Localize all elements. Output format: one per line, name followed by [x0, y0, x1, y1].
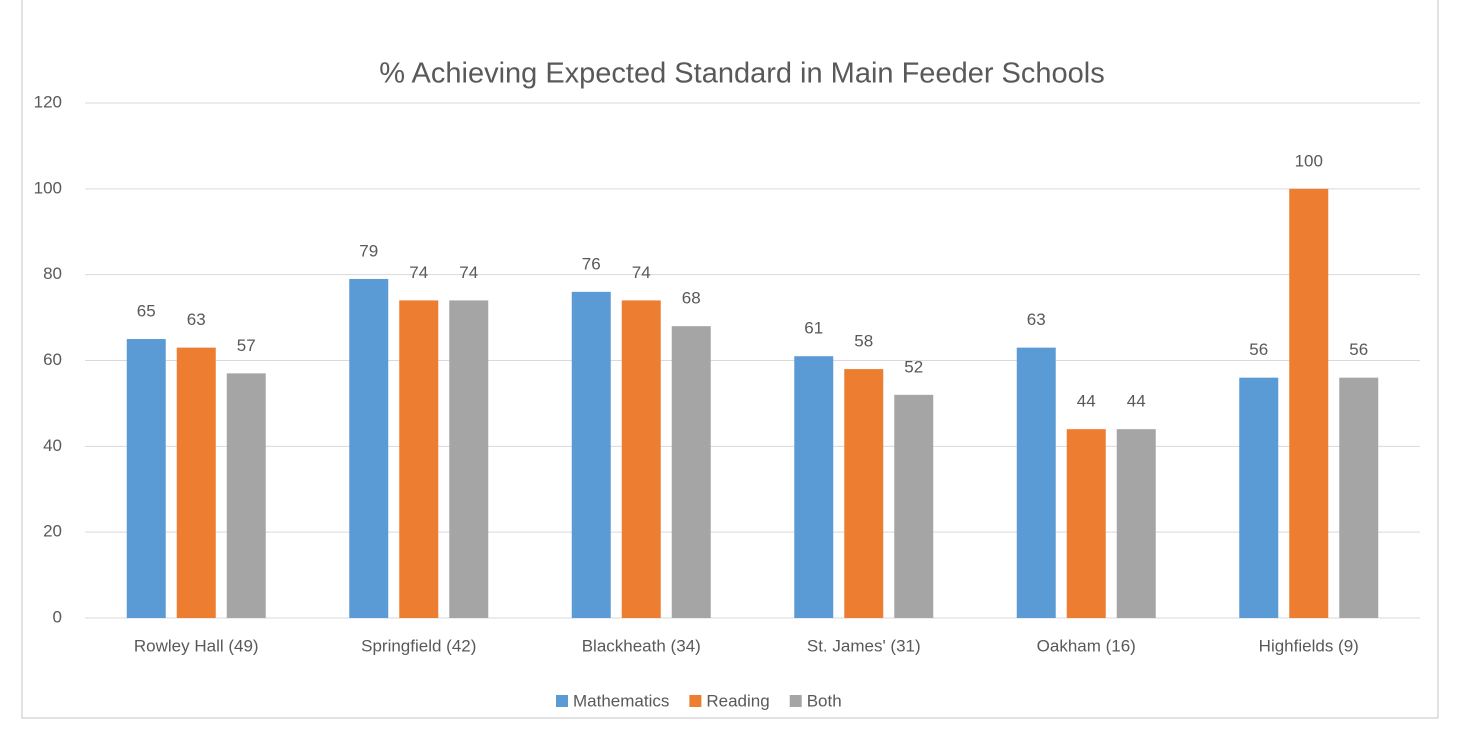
bar — [1116, 429, 1156, 618]
bar — [226, 373, 266, 618]
x-tick-label: Highfields (9) — [1259, 636, 1359, 655]
bar — [621, 300, 661, 618]
data-label: 79 — [359, 241, 378, 260]
data-label: 56 — [1349, 340, 1368, 359]
bar — [1339, 377, 1379, 618]
bar — [794, 356, 834, 618]
data-label: 68 — [682, 289, 701, 308]
x-tick-label: Oakham (16) — [1037, 636, 1136, 655]
chart-title: % Achieving Expected Standard in Main Fe… — [379, 58, 1104, 90]
legend-swatch — [689, 695, 702, 707]
data-label: 100 — [1295, 151, 1323, 170]
data-label: 63 — [187, 310, 206, 329]
bar — [176, 347, 216, 618]
data-label: 61 — [804, 319, 823, 338]
data-label: 74 — [632, 263, 651, 282]
x-tick-label: Blackheath (34) — [582, 636, 701, 655]
data-label: 44 — [1127, 392, 1146, 411]
y-tick-label: 60 — [43, 350, 62, 369]
bar — [571, 291, 611, 618]
bar — [671, 326, 711, 618]
bar — [1066, 429, 1106, 618]
legend-swatch — [789, 695, 802, 707]
y-tick-label: 100 — [34, 178, 62, 197]
x-tick-label: St. James' (31) — [807, 636, 921, 655]
x-tick-label: Springfield (42) — [361, 636, 476, 655]
data-label: 58 — [854, 332, 873, 351]
legend-swatch — [556, 695, 568, 707]
data-label: 74 — [409, 263, 428, 282]
bar — [1239, 377, 1279, 618]
legend-label: Both — [807, 691, 842, 710]
legend-label: Mathematics — [573, 691, 669, 710]
y-tick-label: 80 — [43, 264, 62, 283]
bar — [349, 278, 389, 618]
bar — [844, 369, 884, 618]
bar — [1016, 347, 1056, 618]
data-label: 63 — [1027, 310, 1046, 329]
bar — [894, 394, 934, 618]
bar — [399, 300, 439, 618]
legend-label: Reading — [706, 691, 769, 710]
y-tick-label: 40 — [43, 436, 62, 455]
y-tick-label: 0 — [53, 607, 62, 626]
data-label: 65 — [137, 302, 156, 321]
data-label: 52 — [904, 357, 923, 376]
data-label: 57 — [237, 336, 256, 355]
bar — [126, 339, 166, 618]
y-tick-label: 120 — [34, 92, 62, 111]
x-tick-label: Rowley Hall (49) — [134, 636, 259, 655]
bar — [1289, 188, 1329, 619]
data-label: 76 — [582, 254, 601, 273]
bar — [449, 300, 489, 618]
y-tick-label: 20 — [43, 522, 62, 541]
data-label: 44 — [1077, 392, 1096, 411]
data-label: 74 — [459, 263, 478, 282]
data-label: 56 — [1249, 340, 1268, 359]
